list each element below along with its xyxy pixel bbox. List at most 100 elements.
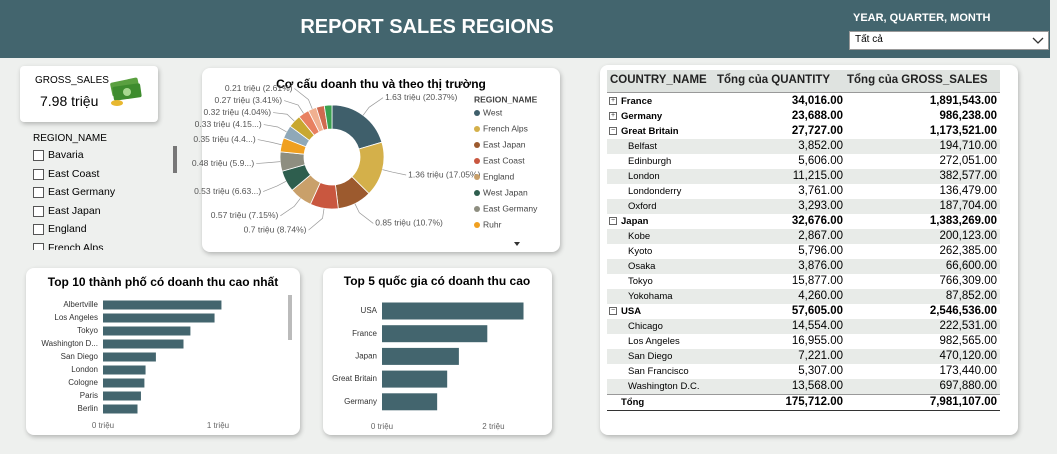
cell: Tokyo xyxy=(628,276,653,287)
cell: 27,727.00 xyxy=(791,125,843,137)
country-row: USA 57,605.00 2,546,536.00 − xyxy=(607,304,1000,319)
cell: 2,546,536.00 xyxy=(929,305,997,317)
cell: Londonderry xyxy=(628,186,682,197)
cell: 11,215.00 xyxy=(792,170,843,182)
cell: Kyoto xyxy=(628,246,653,257)
cell: 766,309.00 xyxy=(939,275,997,287)
cell: 66,600.00 xyxy=(945,260,997,272)
cell: 173,440.00 xyxy=(939,365,997,377)
expand-icon[interactable]: − xyxy=(609,307,617,315)
city-row: Yokohama 4,260.00 87,852.00 xyxy=(607,289,1000,304)
cell: Los Angeles xyxy=(628,336,680,347)
filter-value: Tất cả xyxy=(855,34,883,45)
slicer-item: Bavaria xyxy=(48,149,84,161)
slicer-title: REGION_NAME xyxy=(33,133,107,144)
country-row: France 34,016.00 1,891,543.00 + xyxy=(607,94,1000,109)
slicer-item: England xyxy=(48,223,87,235)
slicer-item: French Alps xyxy=(48,241,104,251)
city-row: Kobe 2,867.00 200,123.00 xyxy=(607,229,1000,244)
cell: 200,123.00 xyxy=(939,230,997,242)
checkbox[interactable] xyxy=(33,242,44,250)
cell: Oxford xyxy=(628,201,657,212)
cell: Chicago xyxy=(628,321,663,332)
filter-label: YEAR, QUARTER, MONTH xyxy=(853,12,991,24)
expand-icon[interactable]: − xyxy=(609,217,617,225)
checkbox[interactable] xyxy=(33,150,44,161)
cell: Tổng xyxy=(621,397,645,408)
cell: 3,852.00 xyxy=(798,140,843,152)
city-row: Belfast 3,852.00 194,710.00 xyxy=(607,139,1000,154)
table-header: COUNTRY_NAME Tổng của QUANTITY Tổng của GR… xyxy=(607,70,1000,93)
column-header: COUNTRY_NAME xyxy=(610,74,707,86)
slicer-item: East Coast xyxy=(48,167,100,180)
slicer-item: East Germany xyxy=(48,186,116,198)
cell: 187,704.00 xyxy=(939,200,997,212)
city-row: Osaka 3,876.00 66,600.00 xyxy=(607,259,1000,274)
country-row: Great Britain 27,727.00 1,173,521.00 − xyxy=(607,124,1000,139)
city-row: Los Angeles 16,955.00 982,565.00 xyxy=(607,334,1000,349)
cell: 5,307.00 xyxy=(798,365,843,377)
city-row: Oxford 3,293.00 187,704.00 xyxy=(607,199,1000,214)
cell: 5,606.00 xyxy=(798,155,843,167)
checkbox[interactable] xyxy=(33,187,44,198)
cell: 34,016.00 xyxy=(791,95,843,107)
cell: USA xyxy=(621,306,642,317)
cell: 194,710.00 xyxy=(939,140,997,152)
cell: 136,479.00 xyxy=(939,185,997,197)
cell: Japan xyxy=(621,216,649,227)
cell: 13,568.00 xyxy=(791,380,843,392)
total-row: Tổng 175,712.00 7,981,107.00 xyxy=(607,394,1000,411)
slicer: REGION_NAME Bavaria East Coast East German… xyxy=(33,133,183,250)
cell: 57,605.00 xyxy=(791,305,843,317)
cell: 272,051.00 xyxy=(939,155,997,167)
cell: Germany xyxy=(621,111,663,122)
expand-icon[interactable]: − xyxy=(609,127,617,135)
cell: 5,796.00 xyxy=(798,245,843,257)
cell: 697,880.00 xyxy=(939,380,997,392)
money-icon xyxy=(110,77,142,106)
cell: 382,577.00 xyxy=(939,170,997,182)
page-title: REPORT SALES REGIONS xyxy=(300,16,554,38)
cell: France xyxy=(621,96,653,107)
city-row: San Diego 7,221.00 470,120.00 xyxy=(607,349,1000,364)
country-row: Germany 23,688.00 986,238.00 + xyxy=(607,109,1000,124)
cell: 7,981,107.00 xyxy=(929,396,997,408)
cell: 15,877.00 xyxy=(791,275,843,287)
country-bar-card xyxy=(323,268,552,435)
country-row: Japan 32,676.00 1,383,269.00 − xyxy=(607,214,1000,229)
column-header: Tổng của GROSS_SALES xyxy=(847,74,988,86)
city-row: Chicago 14,554.00 222,531.00 xyxy=(607,319,1000,334)
expand-icon[interactable]: + xyxy=(609,97,617,105)
cell: 1,891,543.00 xyxy=(929,95,997,107)
city-row: Edinburgh 5,606.00 272,051.00 xyxy=(607,154,1000,169)
cell: 3,293.00 xyxy=(798,200,843,212)
checkbox[interactable] xyxy=(33,224,44,235)
cell: 470,120.00 xyxy=(939,350,997,362)
cell: 4,260.00 xyxy=(798,290,843,302)
city-row: Londonderry 3,761.00 136,479.00 xyxy=(607,184,1000,199)
checkbox[interactable] xyxy=(33,168,44,180)
city-row: San Francisco 5,307.00 173,440.00 xyxy=(607,364,1000,379)
city-bar-card xyxy=(26,268,300,435)
matrix-table: COUNTRY_NAME Tổng của QUANTITY Tổng của GR… xyxy=(607,70,1000,415)
cell: Washington D.C. xyxy=(628,381,700,392)
kpi-card: GROSS_SALES 7.98 triệu xyxy=(20,66,158,122)
cell: London xyxy=(628,171,660,182)
filter-dropdown[interactable]: Tất cả xyxy=(849,31,1049,50)
expand-icon[interactable]: + xyxy=(609,112,617,120)
scrollbar[interactable] xyxy=(173,146,177,173)
donut-card xyxy=(202,68,560,252)
city-row: Tokyo 15,877.00 766,309.00 xyxy=(607,274,1000,289)
cell: Edinburgh xyxy=(628,156,672,167)
cell: 222,531.00 xyxy=(939,320,997,332)
cell: Belfast xyxy=(628,141,658,152)
cell: Kobe xyxy=(628,231,651,242)
city-row: Kyoto 5,796.00 262,385.00 xyxy=(607,244,1000,259)
cell: 23,688.00 xyxy=(791,110,843,122)
cell: 16,955.00 xyxy=(791,335,843,347)
cell: 7,221.00 xyxy=(798,350,843,362)
cell: San Diego xyxy=(628,351,673,362)
checkbox[interactable] xyxy=(33,205,44,217)
cell: 175,712.00 xyxy=(785,396,843,408)
